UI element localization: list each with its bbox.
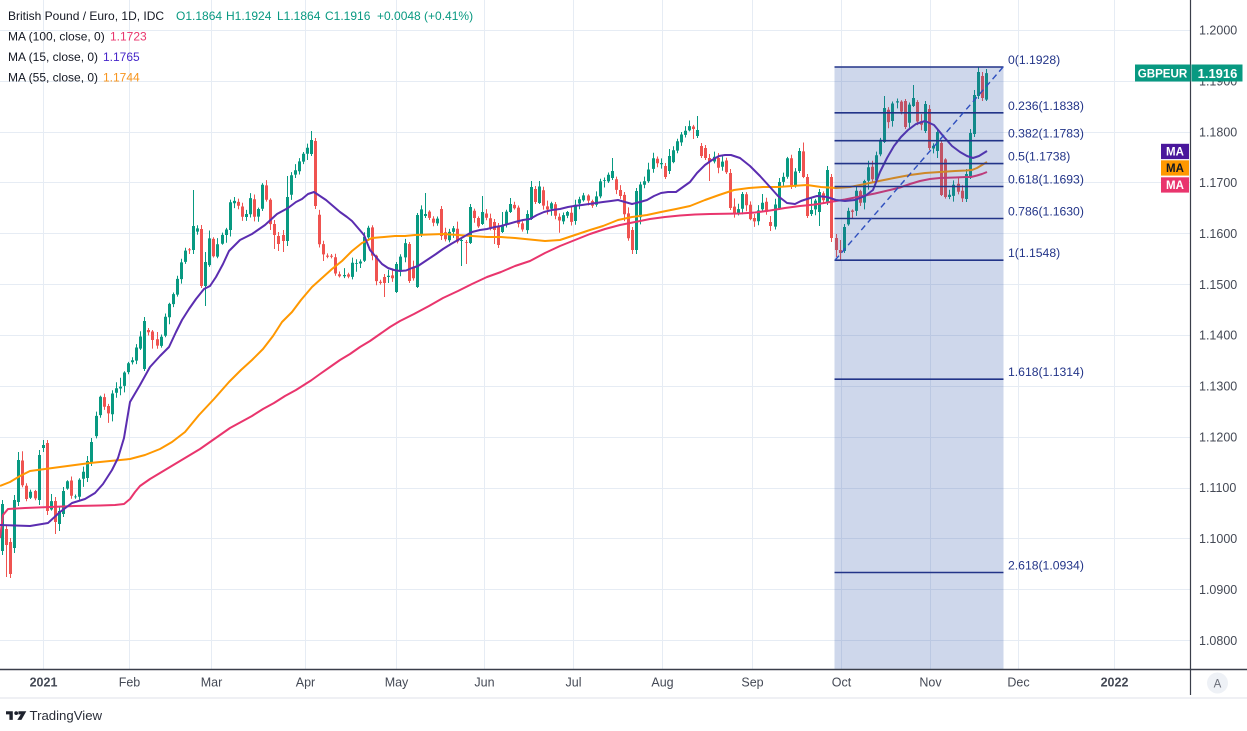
- svg-text:GBPEUR: GBPEUR: [1138, 67, 1188, 80]
- svg-text:Aug: Aug: [651, 676, 673, 690]
- svg-text:Feb: Feb: [119, 676, 141, 690]
- svg-text:MA: MA: [1166, 147, 1184, 159]
- svg-text:Jul: Jul: [566, 676, 582, 690]
- svg-text:1(1.1548): 1(1.1548): [1008, 246, 1060, 260]
- svg-text:MA (55, close, 0): MA (55, close, 0): [8, 71, 98, 85]
- svg-text:1.1723: 1.1723: [110, 30, 147, 44]
- svg-text:1.1700: 1.1700: [1199, 176, 1237, 190]
- svg-text:Mar: Mar: [201, 676, 223, 690]
- svg-text:1.1200: 1.1200: [1199, 430, 1237, 444]
- svg-text:1.2000: 1.2000: [1199, 24, 1237, 38]
- svg-text:MA (100, close, 0): MA (100, close, 0): [8, 30, 105, 44]
- svg-text:Oct: Oct: [832, 676, 852, 690]
- svg-text:Sep: Sep: [741, 676, 763, 690]
- svg-text:1.1800: 1.1800: [1199, 125, 1237, 139]
- svg-text:1.1600: 1.1600: [1199, 227, 1237, 241]
- svg-text:1.1300: 1.1300: [1199, 380, 1237, 394]
- svg-text:1.1765: 1.1765: [103, 50, 140, 64]
- svg-text:1.1400: 1.1400: [1199, 329, 1237, 343]
- svg-text:Apr: Apr: [296, 676, 315, 690]
- svg-text:0.236(1.1838): 0.236(1.1838): [1008, 99, 1084, 113]
- svg-text:May: May: [385, 676, 409, 690]
- svg-text:TradingView: TradingView: [30, 708, 103, 723]
- svg-text:1.1744: 1.1744: [103, 71, 140, 85]
- svg-text:2022: 2022: [1101, 676, 1129, 690]
- svg-text:1.0900: 1.0900: [1199, 583, 1237, 597]
- svg-text:British Pound / Euro, 1D, IDC: British Pound / Euro, 1D, IDC: [8, 9, 164, 23]
- svg-text:1.618(1.1314): 1.618(1.1314): [1008, 365, 1084, 379]
- svg-text:0.5(1.1738): 0.5(1.1738): [1008, 150, 1070, 164]
- svg-text:+0.0048 (+0.41%): +0.0048 (+0.41%): [377, 9, 473, 23]
- svg-text:0.382(1.1783): 0.382(1.1783): [1008, 127, 1084, 141]
- svg-text:1.1100: 1.1100: [1199, 481, 1236, 495]
- svg-text:A: A: [1214, 678, 1222, 690]
- svg-text:0.618(1.1693): 0.618(1.1693): [1008, 173, 1084, 187]
- svg-text:0(1.1928): 0(1.1928): [1008, 53, 1060, 67]
- svg-text:0.786(1.1630): 0.786(1.1630): [1008, 205, 1084, 219]
- svg-text:1.0800: 1.0800: [1199, 634, 1237, 648]
- svg-text:Dec: Dec: [1007, 676, 1029, 690]
- svg-text:MA (15, close, 0): MA (15, close, 0): [8, 50, 98, 64]
- svg-text:H1.1924: H1.1924: [226, 9, 272, 23]
- svg-text:L1.1864: L1.1864: [277, 9, 321, 23]
- svg-text:Jun: Jun: [474, 676, 494, 690]
- svg-text:1.1500: 1.1500: [1199, 278, 1237, 292]
- svg-text:MA: MA: [1166, 180, 1184, 192]
- svg-text:2.618(1.0934): 2.618(1.0934): [1008, 559, 1084, 573]
- svg-text:Nov: Nov: [919, 676, 942, 690]
- svg-text:C1.1916: C1.1916: [325, 9, 371, 23]
- svg-text:MA: MA: [1166, 163, 1184, 175]
- svg-text:1.1916: 1.1916: [1198, 66, 1238, 81]
- svg-text:2021: 2021: [30, 676, 58, 690]
- svg-text:O1.1864: O1.1864: [176, 9, 222, 23]
- svg-text:1.1000: 1.1000: [1199, 532, 1237, 546]
